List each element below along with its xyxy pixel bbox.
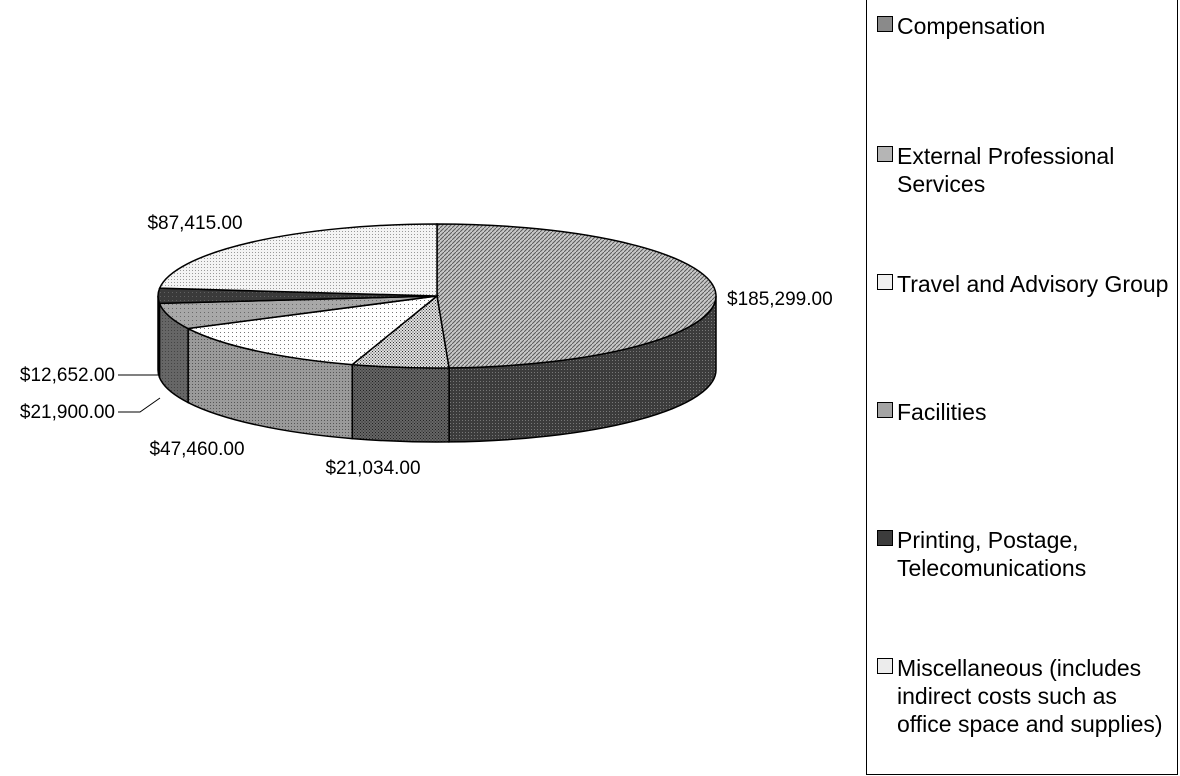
legend-label-3: Facilities bbox=[897, 399, 987, 425]
legend-swatch-3 bbox=[877, 402, 893, 418]
data-label-5: $87,415.00 bbox=[147, 213, 242, 234]
pie-slice-side-1 bbox=[351, 363, 450, 443]
legend-item-3: Facilities bbox=[877, 398, 1175, 426]
legend-label-5: Miscellaneous (includes indirect costs s… bbox=[897, 655, 1163, 737]
legend-swatch-0 bbox=[877, 16, 893, 32]
legend-swatch-4 bbox=[877, 530, 893, 546]
legend-item-0: Compensation bbox=[877, 12, 1175, 40]
legend-item-5: Miscellaneous (includes indirect costs s… bbox=[877, 654, 1175, 738]
data-label-4: $12,652.00 bbox=[20, 365, 115, 386]
pie-labels: $185,299.00 $21,034.00 $47,460.00 $21,900.0… bbox=[20, 213, 833, 479]
legend-label-0: Compensation bbox=[897, 13, 1046, 39]
legend-swatch-2 bbox=[877, 274, 893, 290]
data-label-0: $185,299.00 bbox=[727, 289, 833, 310]
pie-slice-5 bbox=[158, 223, 438, 297]
leader-line-3 bbox=[118, 397, 161, 413]
legend-swatch-1 bbox=[877, 146, 893, 162]
legend-label-2: Travel and Advisory Group bbox=[897, 271, 1169, 297]
pie-slice-2 bbox=[185, 294, 440, 366]
legend-item-2: Travel and Advisory Group bbox=[877, 270, 1175, 298]
legend-item-4: Printing, Postage, Telecomunications bbox=[877, 526, 1175, 582]
pie-chart: $185,299.00 $21,034.00 $47,460.00 $21,900.0… bbox=[20, 213, 833, 479]
data-label-2: $47,460.00 bbox=[149, 439, 244, 460]
data-label-3: $21,900.00 bbox=[20, 402, 115, 423]
legend: Compensation External Professional Servic… bbox=[866, 0, 1178, 775]
legend-label-4: Printing, Postage, Telecomunications bbox=[897, 527, 1087, 581]
pie-slice-side-4 bbox=[157, 295, 161, 378]
pie-slice-0 bbox=[436, 223, 717, 369]
legend-item-1: External Professional Services bbox=[877, 142, 1175, 198]
data-label-1: $21,034.00 bbox=[325, 458, 420, 479]
legend-label-1: External Professional Services bbox=[897, 143, 1115, 197]
pie-tops bbox=[157, 223, 717, 369]
legend-swatch-5 bbox=[877, 658, 893, 674]
pie-sides bbox=[157, 295, 717, 443]
